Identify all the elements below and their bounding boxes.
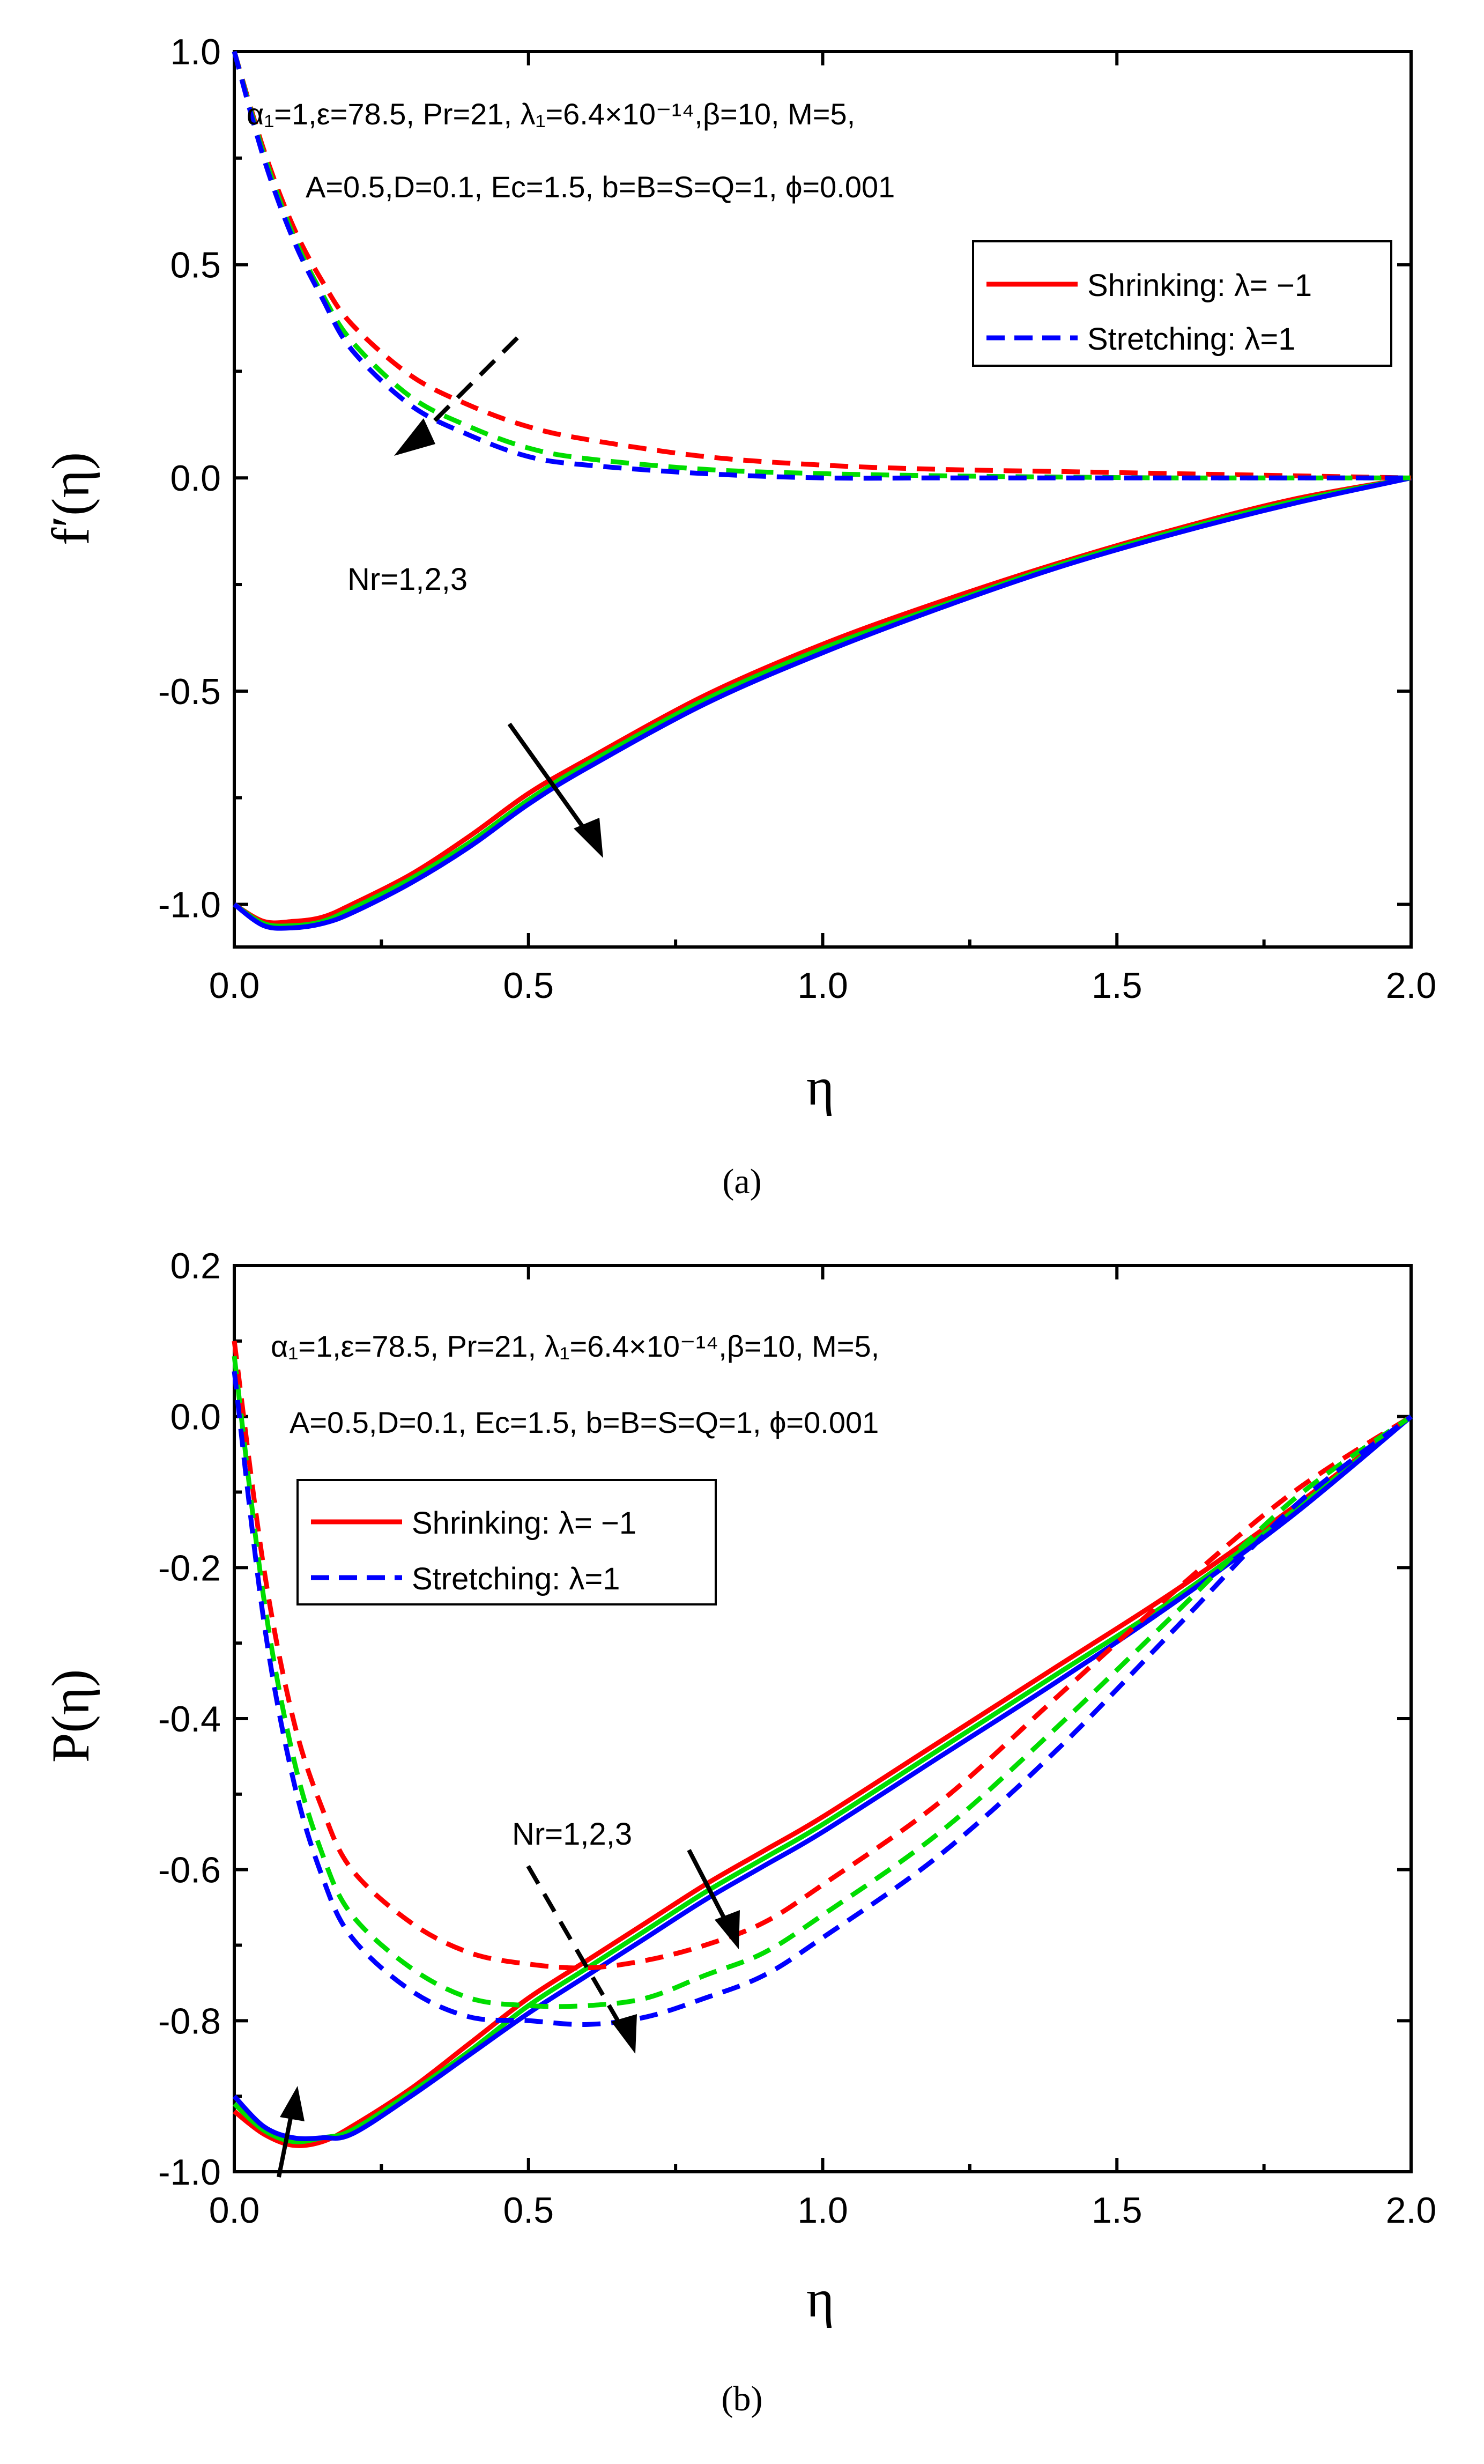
chart-b-ytick-label: -0.6	[158, 1850, 221, 1891]
chart-a-ytick-label: -0.5	[158, 671, 221, 712]
chart-b-nr-label: Nr=1,2,3	[512, 1817, 632, 1852]
chart-b-ytick-label: 0.2	[170, 1246, 221, 1286]
chart-b-series-shrinking-nr-2	[232, 1415, 1413, 2144]
chart-a-nr-label: Nr=1,2,3	[347, 562, 468, 597]
chart-a-xtick-label: 1.0	[797, 965, 848, 1006]
chart-a-legend-stretching: Stretching: λ=1	[1087, 322, 1296, 357]
chart-b-series-shrinking-nr-3	[232, 1415, 1413, 2141]
chart-a-params-line2: A=0.5,D=0.1, Ec=1.5, b=B=S=Q=1, ϕ=0.001	[306, 170, 895, 204]
chart-a-series-shrinking-nr-3	[233, 475, 1412, 931]
chart-b-params-line1: α₁=1,ε=78.5, Pr=21, λ₁=6.4×10⁻¹⁴,β=10, M…	[271, 1329, 879, 1363]
chart-b-legend-stretching: Stretching: λ=1	[412, 1562, 620, 1596]
chart-b-xtick-label: 1.5	[1092, 2190, 1142, 2231]
chart-b-series-stretching-nr-2	[232, 1356, 1413, 2009]
chart-b-ticks: 0.0 0.5 1.0 1.5 2.0 0.2 0.0 -0.2 -0.4 -0.6 -0.8 -1.…	[158, 1246, 1436, 2231]
chart-a-xtick-label: 1.5	[1092, 965, 1142, 1006]
chart-b-ytick-label: -0.2	[158, 1548, 221, 1588]
chart-a-solid-arrow	[507, 722, 603, 858]
chart-b-ytick-label: -0.8	[158, 2001, 221, 2041]
chart-b-series	[232, 1341, 1413, 2148]
chart-b-xtick-label: 1.0	[797, 2190, 848, 2231]
chart-b-xtick-label: 0.0	[209, 2190, 260, 2231]
chart-a-ticks: 0.0 0.5 1.0 1.5 2.0 1.0 0.5 0.0 -0.5 -1.0	[158, 32, 1436, 1006]
chart-a-legend-shrinking: Shrinking: λ= −1	[1087, 268, 1312, 303]
chart-a-series-shrinking-nr-1	[233, 475, 1412, 926]
chart-b-ylabel: P(η)	[41, 1669, 100, 1763]
chart-a-series-shrinking-nr-2	[233, 475, 1412, 929]
chart-a-ytick-label: 0.5	[170, 245, 221, 286]
chart-b-ytick-label: 0.0	[170, 1397, 221, 1438]
chart-a-legend: Shrinking: λ= −1 Stretching: λ=1	[972, 240, 1392, 367]
chart-b: 0.0 0.5 1.0 1.5 2.0 0.2 0.0 -0.2 -0.4 -0.6 -0.8 -1.…	[41, 1246, 1436, 2418]
chart-a-xtick-label: 0.0	[209, 965, 260, 1006]
chart-b-caption: (b)	[722, 2379, 763, 2418]
chart-b-ytick-label: -0.4	[158, 1699, 221, 1740]
chart-b-ytick-label: -1.0	[158, 2152, 221, 2193]
chart-a-series	[232, 50, 1412, 931]
chart-b-frame	[233, 1264, 1413, 2173]
chart-a-params-line1: α₁=1,ε=78.5, Pr=21, λ₁=6.4×10⁻¹⁴,β=10, M…	[247, 97, 855, 131]
chart-b-xlabel: η	[806, 2269, 834, 2328]
chart-b-legend-box	[296, 1479, 717, 1605]
chart-b-xtick-label: 0.5	[503, 2190, 554, 2231]
chart-b-xtick-label: 2.0	[1386, 2190, 1437, 2231]
chart-a-ytick-label: 0.0	[170, 458, 221, 499]
chart-b-params-line2: A=0.5,D=0.1, Ec=1.5, b=B=S=Q=1, ϕ=0.001	[290, 1405, 879, 1439]
chart-a-xtick-label: 0.5	[503, 965, 554, 1006]
chart-b-series-stretching-nr-1	[232, 1341, 1413, 1971]
chart-b-legend-shrinking: Shrinking: λ= −1	[412, 1506, 636, 1541]
chart-b-solid-arrow-left	[277, 2086, 305, 2178]
chart-b-dashed-arrow	[526, 1864, 637, 2054]
chart-a-ytick-label: 1.0	[170, 32, 221, 72]
chart-a-ylabel: f′(η)	[41, 452, 100, 545]
chart-a-series-stretching-nr-1	[232, 50, 1412, 480]
chart-b-legend: Shrinking: λ= −1 Stretching: λ=1	[296, 1479, 717, 1605]
chart-a-dashed-arrow	[394, 336, 519, 456]
chart-a-series-stretching-nr-2	[232, 50, 1411, 480]
chart-a-caption: (a)	[722, 1162, 761, 1201]
chart-b-series-stretching-nr-3	[232, 1371, 1413, 2028]
chart-a-ytick-label: -1.0	[158, 884, 221, 925]
chart-a-xlabel: η	[806, 1057, 834, 1116]
chart-a-xtick-label: 2.0	[1386, 965, 1437, 1006]
chart-a-legend-box	[972, 240, 1392, 367]
chart-a: 0.0 0.5 1.0 1.5 2.0 1.0 0.5 0.0 -0.5 -1.0 Nr=1,2,…	[41, 32, 1436, 1201]
chart-b-solid-arrow-right	[687, 1849, 740, 1949]
